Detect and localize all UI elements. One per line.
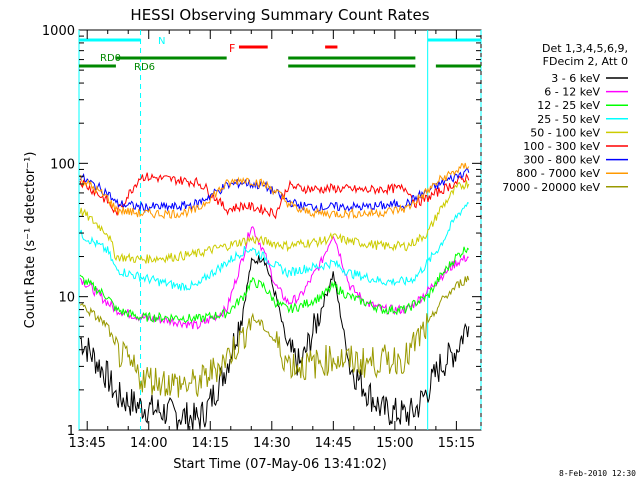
series-line [79,172,470,220]
y-tick-label: 100 [50,157,75,172]
legend-entry-label: 3 - 6 keV [551,72,600,85]
legend-entry-label: 300 - 800 keV [523,154,600,167]
x-tick-label: 14:45 [315,436,352,451]
legend-header-line: Det 1,3,4,5,6,9, [542,42,628,55]
legend: Det 1,3,4,5,6,9,FDecim 2, Att 0 3 - 6 keV… [502,42,628,194]
y-tick-label: 1 [67,424,75,439]
legend-entry-label: 50 - 100 keV [530,126,600,139]
legend-entry-label: 800 - 7000 keV [516,167,600,180]
flag-label-flare: F [229,42,235,55]
flag-label-rd6: RD6 [134,62,155,73]
y-axis-label: Count Rate (s⁻¹ detector⁻¹) [23,152,38,329]
y-tick-label: 1000 [42,24,75,39]
series-line [79,275,470,398]
flag-label-rd0: RD0 [100,53,121,64]
legend-entry-label: 100 - 300 keV [523,140,600,153]
x-tick-label: 15:15 [438,436,475,451]
legend-entry-label: 7000 - 20000 keV [502,181,600,194]
x-tick-label: 14:30 [253,436,290,451]
series-lines [79,162,470,431]
x-axis-label: Start Time (07-May-06 13:41:02) [173,457,387,472]
series-line [79,162,470,220]
x-tick-label: 14:15 [192,436,229,451]
series-line [79,255,470,431]
legend-entry-label: 6 - 12 keV [544,86,600,99]
legend-entry-label: 25 - 50 keV [537,113,600,126]
flag-label-night: N [158,36,165,47]
status-flags [78,30,482,430]
x-tick-label: 15:00 [376,436,413,451]
y-tick-label: 10 [58,291,75,306]
footer-date: 8-Feb-2010 12:30 [559,469,636,478]
x-tick-label: 13:45 [68,436,105,451]
legend-header-line: FDecim 2, Att 0 [543,55,628,68]
series-line [79,202,469,291]
series-line [79,246,470,324]
chart-title: HESSI Observing Summary Count Rates [130,6,429,24]
series-line [79,226,469,330]
x-tick-label: 14:00 [130,436,167,451]
legend-entry-label: 12 - 25 keV [537,99,600,112]
x-axis: 13:45 14:00 14:15 14:30 14:45 15:00 15:15 [68,30,475,451]
series-line [79,180,470,264]
y-axis: 1 10 100 1000 [42,24,481,439]
